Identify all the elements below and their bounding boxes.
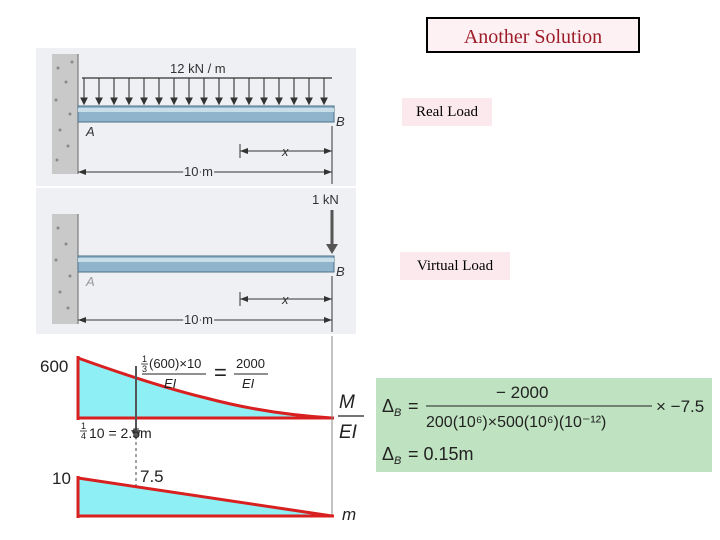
slide-title: Another Solution [426, 17, 640, 53]
svg-text:EI: EI [339, 422, 358, 443]
fixed-support-wall [52, 54, 78, 174]
point-load-arrow [326, 210, 338, 254]
svg-text:1: 1 [142, 354, 147, 364]
centroid-arrow [131, 366, 141, 440]
end-a-label: A [85, 124, 95, 139]
virtual-beam-figure: 1 kN A B x 10 m [36, 188, 356, 334]
result-numerator: − 2000 [496, 383, 548, 402]
length-label: 10 m [184, 312, 213, 327]
me-diagram-area [78, 358, 332, 418]
svg-text:B: B [394, 455, 401, 467]
length-label: 10 m [184, 164, 213, 179]
end-a-label: A [85, 274, 95, 289]
svg-text:=: = [408, 396, 419, 416]
svg-text:(600)×10: (600)×10 [149, 356, 201, 371]
result-denominator: 200(10⁶)×500(10⁶)(10⁻¹²) [426, 414, 606, 431]
m-centroid-value: 7.5 [140, 467, 164, 486]
m-peak-value: 10 [52, 469, 71, 488]
svg-text:10 = 2.5m: 10 = 2.5m [89, 425, 152, 441]
svg-text:Δ: Δ [382, 444, 394, 464]
me-axis-label: M EI [338, 392, 364, 443]
svg-text:4: 4 [81, 431, 86, 441]
x-dimension-label: x [281, 144, 289, 159]
end-b-label: B [336, 114, 345, 129]
real-load-tag: Real Load [402, 98, 492, 126]
end-b-label: B [336, 264, 345, 279]
me-diagram-curve [77, 356, 333, 420]
svg-text:2000: 2000 [236, 356, 265, 371]
svg-text:1: 1 [81, 421, 86, 431]
x-dimension-label: x [281, 292, 289, 307]
point-load-label: 1 kN [312, 192, 339, 207]
svg-text:=: = [214, 360, 227, 385]
virtual-load-tag: Virtual Load [400, 252, 510, 280]
svg-text:M: M [339, 392, 355, 413]
fixed-support-wall [52, 214, 78, 324]
distributed-load-label: 12 kN / m [170, 61, 226, 76]
distributed-load-arrows [80, 78, 328, 106]
svg-text:3: 3 [142, 364, 147, 374]
area-expression: 1 3 (600)×10 EI = 2000 EI [141, 354, 268, 391]
result-multiplier: × −7.5 [656, 397, 704, 416]
centroid-expression: 1 4 10 = 2.5m [80, 421, 152, 441]
moment-diagrams: 600 1 3 (600)×10 EI = 2000 EI 1 4 10 = 2… [40, 336, 364, 524]
result-box: Δ B = − 2000 200(10⁶)×500(10⁶)(10⁻¹²) × … [376, 378, 712, 472]
svg-text:EI: EI [164, 376, 177, 391]
m-diagram-slope [77, 476, 333, 518]
svg-text:B: B [394, 407, 401, 419]
m-axis-label: m [342, 505, 356, 524]
deflection-equations: Δ B = − 2000 200(10⁶)×500(10⁶)(10⁻¹²) × … [382, 383, 704, 467]
result-value: = 0.15m [408, 444, 474, 464]
me-peak-value: 600 [40, 357, 68, 376]
delta-b-symbol: Δ [382, 396, 394, 416]
real-beam-figure: 12 kN / m A B x 10 m [36, 48, 356, 186]
svg-text:EI: EI [242, 376, 255, 391]
